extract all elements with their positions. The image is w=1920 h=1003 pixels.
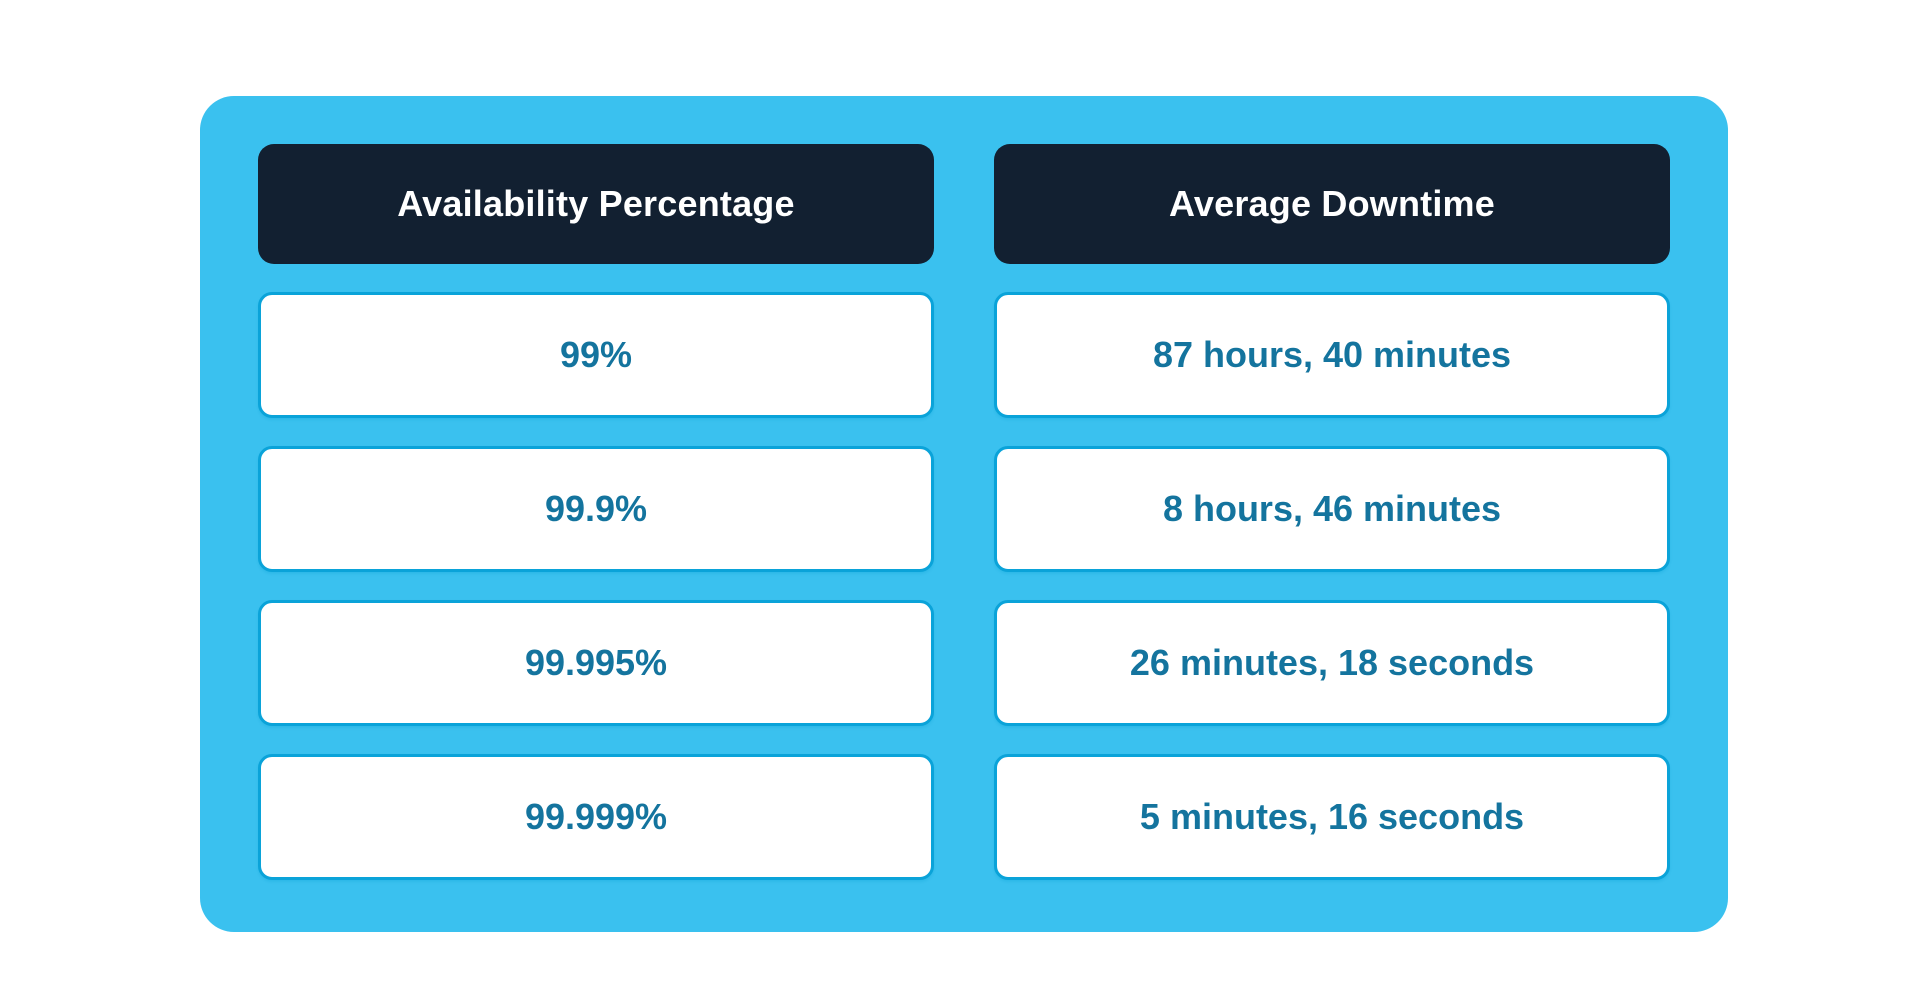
availability-cell-3: 99.995% xyxy=(258,600,934,726)
column-availability-percentage: Availability Percentage 99% 99.9% 99.995… xyxy=(258,144,934,880)
column-average-downtime: Average Downtime 87 hours, 40 minutes 8 … xyxy=(994,144,1670,880)
downtime-cell-3: 26 minutes, 18 seconds xyxy=(994,600,1670,726)
availability-downtime-table: Availability Percentage 99% 99.9% 99.995… xyxy=(200,96,1728,932)
average-downtime-header: Average Downtime xyxy=(994,144,1670,264)
downtime-cell-2: 8 hours, 46 minutes xyxy=(994,446,1670,572)
downtime-cell-4: 5 minutes, 16 seconds xyxy=(994,754,1670,880)
availability-percentage-header: Availability Percentage xyxy=(258,144,934,264)
downtime-cell-1: 87 hours, 40 minutes xyxy=(994,292,1670,418)
availability-cell-1: 99% xyxy=(258,292,934,418)
availability-cell-2: 99.9% xyxy=(258,446,934,572)
availability-cell-4: 99.999% xyxy=(258,754,934,880)
